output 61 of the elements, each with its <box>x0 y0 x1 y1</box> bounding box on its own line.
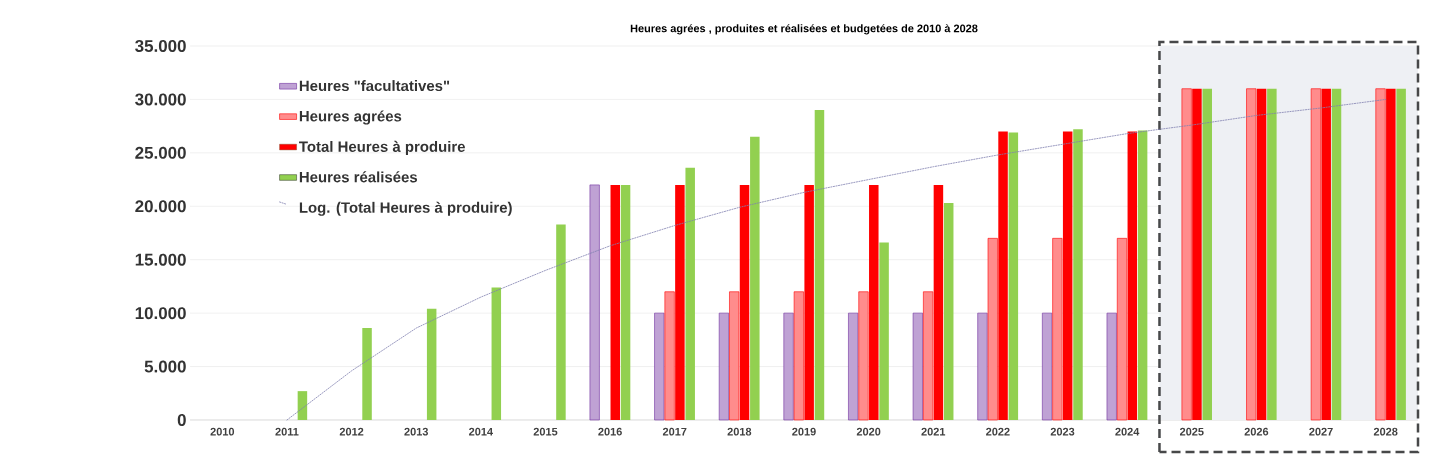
x-tick-label: 2028 <box>1373 427 1398 436</box>
x-tick-label: 2012 <box>339 427 364 436</box>
x-tick-label: 2018 <box>727 427 752 436</box>
legend-label: Heures réalisées <box>299 171 418 183</box>
bar <box>1073 129 1083 420</box>
bar <box>718 312 729 421</box>
bar <box>685 167 695 420</box>
y-tick-label: 15.000 <box>135 253 186 266</box>
bar <box>1042 312 1053 421</box>
x-tick-label: 2015 <box>533 427 558 436</box>
bar <box>943 203 954 420</box>
bar <box>912 312 923 421</box>
y-tick-label: 35.000 <box>135 39 186 52</box>
y-tick-label: 20.000 <box>135 200 186 213</box>
bar <box>1137 130 1148 420</box>
bar <box>783 312 794 421</box>
bar <box>879 242 889 420</box>
bar <box>426 308 437 420</box>
bar <box>620 184 631 420</box>
x-tick-label: 2023 <box>1050 427 1075 436</box>
x-tick-label: 2025 <box>1179 427 1204 436</box>
legend-label: Log. (Total Heures à produire) <box>299 201 512 216</box>
x-tick-label: 2014 <box>469 427 493 436</box>
legend-label: Heures agrées <box>299 110 402 125</box>
legend-label: Total Heures à produire <box>299 140 465 155</box>
y-tick-label: 5.000 <box>144 360 186 373</box>
bar <box>1267 88 1277 420</box>
bar <box>362 328 372 420</box>
x-tick-label: 2020 <box>856 427 881 436</box>
y-tick-label: 10.000 <box>135 307 186 320</box>
y-tick-label: 25.000 <box>135 146 186 159</box>
chart-title: Heures agrées , produites et réalisées et budgetées de 2010 à 2028 <box>630 24 978 35</box>
bar <box>848 312 859 421</box>
bar <box>1331 88 1342 420</box>
x-tick-label: 2026 <box>1244 427 1269 436</box>
bar <box>556 224 566 420</box>
y-tick-label: 30.000 <box>135 93 186 106</box>
x-tick-label: 2022 <box>986 427 1010 436</box>
bar <box>297 391 308 420</box>
x-tick-label: 2027 <box>1309 427 1333 436</box>
x-tick-label: 2017 <box>662 427 687 436</box>
bar <box>610 184 621 420</box>
legend-label: Heures "facultatives" <box>299 80 450 92</box>
x-tick-label: 2016 <box>598 427 622 436</box>
bar <box>589 184 600 421</box>
bar <box>654 312 665 421</box>
bar <box>1396 88 1406 420</box>
x-tick-label: 2013 <box>404 427 429 436</box>
bar <box>1008 132 1019 420</box>
x-tick-label: 2011 <box>275 427 299 436</box>
bar <box>814 110 825 420</box>
bar <box>977 312 988 421</box>
x-tick-label: 2019 <box>792 427 816 436</box>
x-tick-label: 2021 <box>921 427 946 436</box>
y-tick-label: 0 <box>177 413 186 426</box>
bar <box>1202 88 1212 420</box>
bar <box>491 287 502 420</box>
x-tick-label: 2010 <box>210 427 235 436</box>
x-tick-label: 2024 <box>1115 427 1140 436</box>
bar <box>750 136 760 420</box>
bar <box>1106 312 1117 421</box>
